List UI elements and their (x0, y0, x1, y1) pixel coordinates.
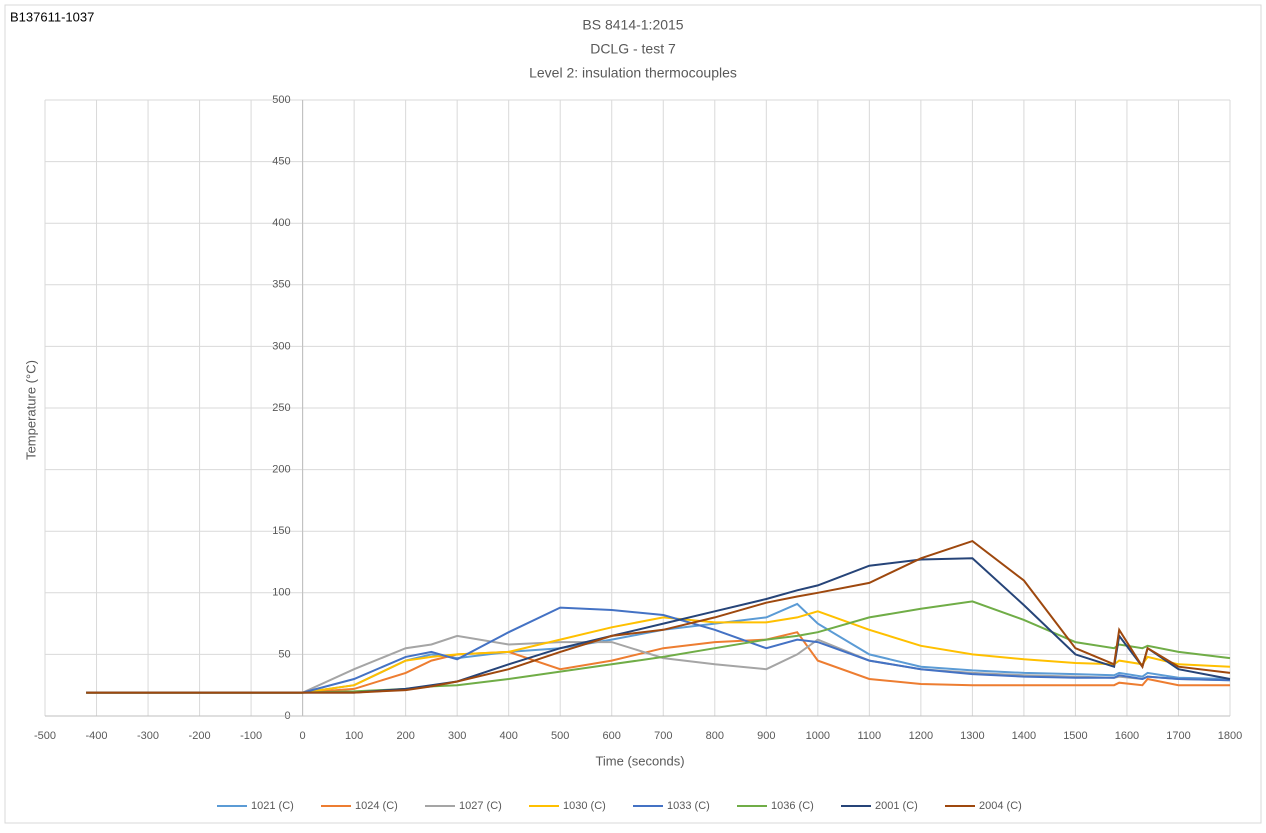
x-tick-label: 0 (300, 730, 306, 742)
y-tick-label: 300 (272, 340, 290, 352)
legend-label: 1030 (C) (563, 800, 606, 812)
x-tick-label: -300 (137, 730, 159, 742)
y-tick-label: 50 (278, 648, 290, 660)
x-tick-label: 500 (551, 730, 569, 742)
x-tick-label: 1500 (1063, 730, 1087, 742)
x-tick-label: 700 (654, 730, 672, 742)
x-tick-label: 400 (500, 730, 518, 742)
x-tick-label: -200 (189, 730, 211, 742)
x-tick-label: 1700 (1166, 730, 1190, 742)
x-tick-label: 600 (603, 730, 621, 742)
x-tick-label: 1000 (806, 730, 830, 742)
legend-label: 2004 (C) (979, 800, 1022, 812)
x-tick-label: 900 (757, 730, 775, 742)
y-tick-label: 450 (272, 156, 290, 168)
x-tick-label: 200 (396, 730, 414, 742)
legend-label: 2001 (C) (875, 800, 918, 812)
x-tick-label: -400 (86, 730, 108, 742)
series-line (86, 634, 1231, 694)
corner-label: B137611-1037 (10, 9, 94, 24)
y-tick-label: 150 (272, 525, 290, 537)
chart-title: Level 2: insulation thermocouples (529, 65, 737, 81)
legend-label: 1024 (C) (355, 800, 398, 812)
x-tick-label: 1600 (1115, 730, 1139, 742)
x-tick-label: 1300 (960, 730, 984, 742)
x-tick-label: 1800 (1218, 730, 1242, 742)
chart-title: DCLG - test 7 (590, 41, 676, 57)
x-tick-label: 800 (706, 730, 724, 742)
series-line (86, 610, 1231, 694)
legend-label: 1033 (C) (667, 800, 710, 812)
y-tick-label: 100 (272, 587, 290, 599)
series-line (86, 606, 1231, 694)
x-tick-label: -100 (240, 730, 262, 742)
series-line (86, 539, 1231, 694)
chart-frame (4, 4, 1262, 824)
x-tick-label: -500 (34, 730, 56, 742)
chart-title: BS 8414-1:2015 (582, 17, 683, 33)
x-tick-label: 300 (448, 730, 466, 742)
y-tick-label: 250 (272, 402, 290, 414)
y-tick-label: 200 (272, 464, 290, 476)
series-line (86, 631, 1230, 694)
x-tick-label: 100 (345, 730, 363, 742)
legend-label: 1027 (C) (459, 800, 502, 812)
x-tick-label: 1400 (1012, 730, 1036, 742)
y-tick-label: 500 (272, 94, 290, 106)
legend-label: 1021 (C) (251, 800, 294, 812)
x-axis-label: Time (seconds) (595, 753, 684, 768)
series-line (86, 602, 1231, 694)
y-tick-label: 350 (272, 279, 290, 291)
y-tick-label: 400 (272, 217, 290, 229)
legend-label: 1036 (C) (771, 800, 814, 812)
x-tick-label: 1200 (909, 730, 933, 742)
y-axis-label: Temperature (°C) (23, 360, 38, 460)
x-tick-label: 1100 (858, 730, 882, 742)
